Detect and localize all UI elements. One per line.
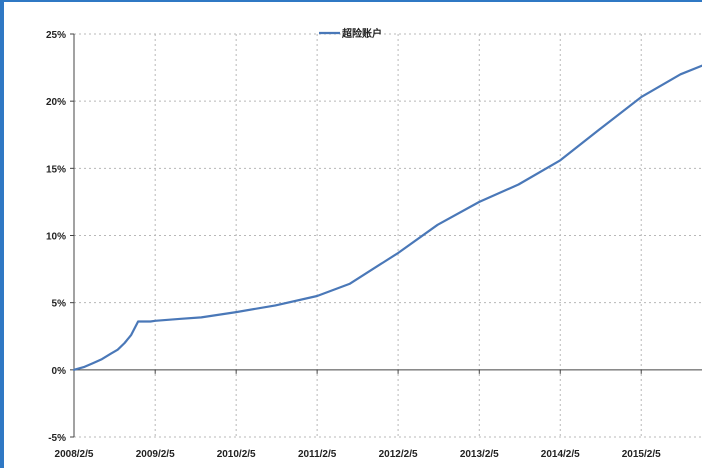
x-tick-label: 2015/2/5 [622, 449, 661, 460]
y-tick-label: 20% [46, 97, 66, 108]
y-tick-label: 5% [52, 299, 67, 310]
x-tick-label: 2009/2/5 [136, 449, 175, 460]
line-chart: -5% 0% 5% 10% 15% 20% 25% 2008/2/5 2009/2/5 2010/… [46, 27, 702, 460]
x-tick-label: 2011/2/5 [298, 449, 337, 460]
y-tick-label: 0% [52, 366, 67, 377]
y-tick-label: -5% [48, 433, 66, 444]
y-tick-label: 10% [46, 232, 66, 243]
legend-label: 超险账户 [341, 27, 382, 40]
y-tick-label: 25% [46, 30, 66, 41]
x-tick-label: 2013/2/5 [460, 449, 499, 460]
x-tick-label: 2010/2/5 [217, 449, 256, 460]
legend: 超险账户 [319, 27, 382, 40]
y-tick-label: 15% [46, 164, 66, 175]
series-layer [72, 64, 702, 371]
x-tick-label: 2014/2/5 [541, 449, 580, 460]
x-tick-label: 2008/2/5 [55, 449, 94, 460]
grid-layer [74, 33, 702, 438]
tick-label-layer: -5% 0% 5% 10% 15% 20% 25% 2008/2/5 2009/2/5 2010/… [46, 30, 661, 460]
x-tick-label: 2012/2/5 [379, 449, 418, 460]
series-line [72, 64, 702, 371]
